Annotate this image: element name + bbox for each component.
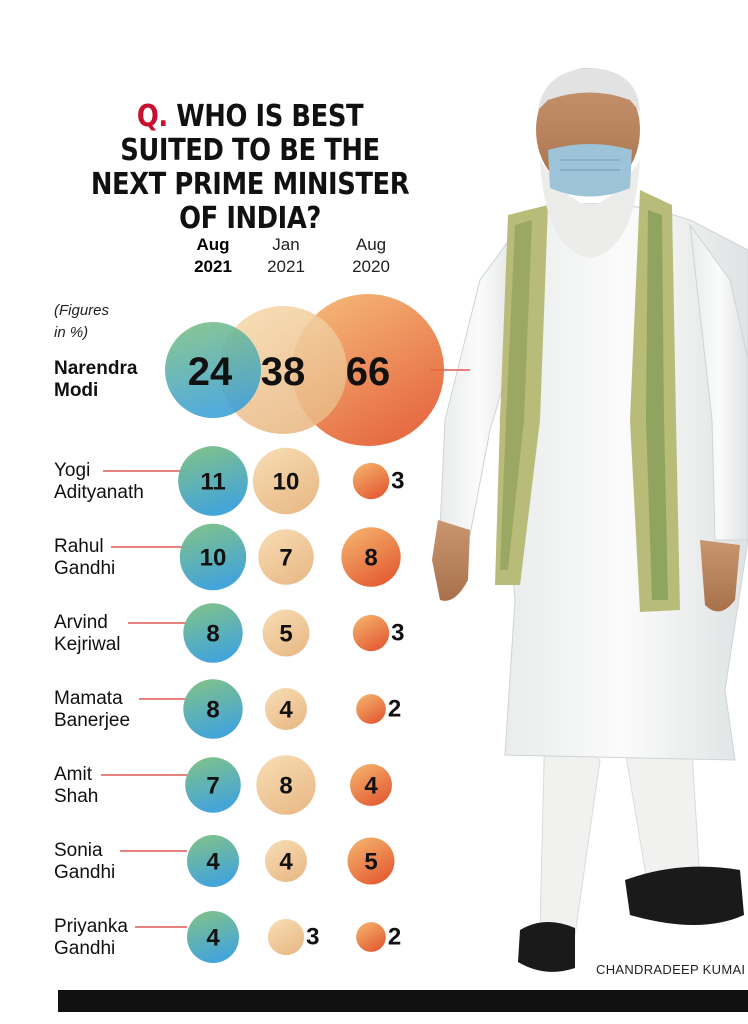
column-month: Jan: [272, 235, 300, 254]
data-label: 7: [279, 545, 292, 572]
person-name: Rahul Gandhi: [54, 536, 115, 580]
name-line: Sonia: [54, 840, 103, 861]
bubble-aug2021: [187, 911, 239, 963]
data-label: 10: [200, 545, 227, 572]
bubble-jan2021: [252, 447, 320, 515]
bubble-aug2020: [352, 614, 390, 652]
name-line: Gandhi: [54, 558, 116, 579]
bubble-aug2021: [183, 679, 243, 739]
column-year: 2021: [194, 257, 232, 276]
bubble-aug2020: [356, 922, 386, 952]
name-line: Mamata: [54, 688, 123, 709]
data-label: 66: [346, 350, 391, 394]
name-line: Banerjee: [54, 710, 131, 731]
name-line: Modi: [54, 380, 99, 401]
bubble-aug2020: [341, 527, 401, 587]
bubble-jan2021: [262, 609, 310, 657]
column-header-aug-2020: Aug 2020: [331, 234, 411, 278]
person-name: Priyanka Gandhi: [54, 916, 128, 960]
data-label: 4: [206, 925, 220, 952]
data-label: 5: [279, 621, 292, 648]
bubble-aug2021: [165, 322, 261, 418]
bubble-aug2021: [183, 603, 243, 663]
name-line: Priyanka: [54, 916, 128, 937]
data-label: 3: [306, 924, 319, 951]
data-label: 2: [388, 924, 401, 951]
name-line: Kejriwal: [54, 634, 121, 655]
person-name: Yogi Adityanath: [54, 460, 144, 504]
note-line: in %): [54, 324, 89, 341]
name-line: Adityanath: [54, 482, 144, 503]
column-header-jan-2021: Jan 2021: [246, 234, 326, 278]
note-line: (Figures: [54, 302, 110, 319]
name-line: Gandhi: [54, 938, 116, 959]
bubble-aug2021: [185, 757, 241, 813]
data-label: 5: [364, 849, 377, 876]
data-label: 11: [200, 469, 225, 496]
name-line: Amit: [54, 764, 92, 785]
bubble-jan2021: [267, 918, 305, 956]
column-month: Aug: [196, 235, 230, 254]
bubble-jan2021: [258, 529, 314, 585]
person-name: Amit Shah: [54, 764, 98, 808]
person-name: Arvind Kejriwal: [54, 612, 121, 656]
data-label: 10: [273, 469, 300, 496]
bubble-aug2021: [179, 523, 247, 591]
column-year: 2021: [267, 257, 305, 276]
data-label: 4: [206, 849, 220, 876]
person-name: Sonia Gandhi: [54, 840, 115, 884]
data-label: 8: [364, 545, 377, 572]
photo-credit: CHANDRADEEP KUMAI: [596, 962, 746, 977]
bubble-aug2021: [187, 835, 239, 887]
data-label: 3: [391, 620, 404, 647]
person-name-leader: Narendra Modi: [54, 358, 137, 402]
data-label: 8: [206, 621, 219, 648]
data-label: 8: [206, 697, 219, 724]
column-header-aug-2021: Aug 2021: [173, 234, 253, 278]
name-line: Narendra: [54, 358, 138, 379]
data-label: 2: [388, 696, 401, 723]
column-month: Aug: [355, 235, 387, 254]
data-label: 4: [279, 697, 293, 724]
data-label: 38: [261, 350, 306, 394]
bottom-rule: [58, 990, 748, 1012]
bubble-jan2021: [256, 755, 316, 815]
data-label: 4: [364, 773, 378, 800]
bubble-jan2021: [219, 306, 347, 434]
data-label: 3: [391, 468, 404, 495]
bubble-aug2020: [350, 764, 392, 806]
bubble-aug2020: [356, 694, 386, 724]
person-name: Mamata Banerjee: [54, 688, 130, 732]
bubble-aug2021: [178, 446, 248, 516]
data-label: 7: [206, 773, 219, 800]
figures-note: (Figures in %): [54, 300, 109, 344]
chart-title: Q. WHO IS BEST SUITED TO BE THE NEXT PRI…: [87, 100, 414, 236]
name-line: Arvind: [54, 612, 108, 633]
bubble-aug2020: [347, 837, 395, 885]
name-line: Shah: [54, 786, 99, 807]
bubble-jan2021: [265, 840, 307, 882]
column-year: 2020: [352, 257, 390, 276]
bubble-jan2021: [265, 688, 307, 730]
name-line: Rahul: [54, 536, 104, 557]
data-label: 8: [279, 773, 292, 800]
bubble-aug2020: [352, 462, 390, 500]
data-label: 4: [279, 849, 293, 876]
name-line: Gandhi: [54, 862, 116, 883]
title-text: WHO IS BEST SUITED TO BE THE NEXT PRIME …: [90, 99, 410, 236]
name-line: Yogi: [54, 460, 91, 481]
title-prefix: Q.: [136, 99, 168, 134]
data-label: 24: [188, 350, 233, 394]
